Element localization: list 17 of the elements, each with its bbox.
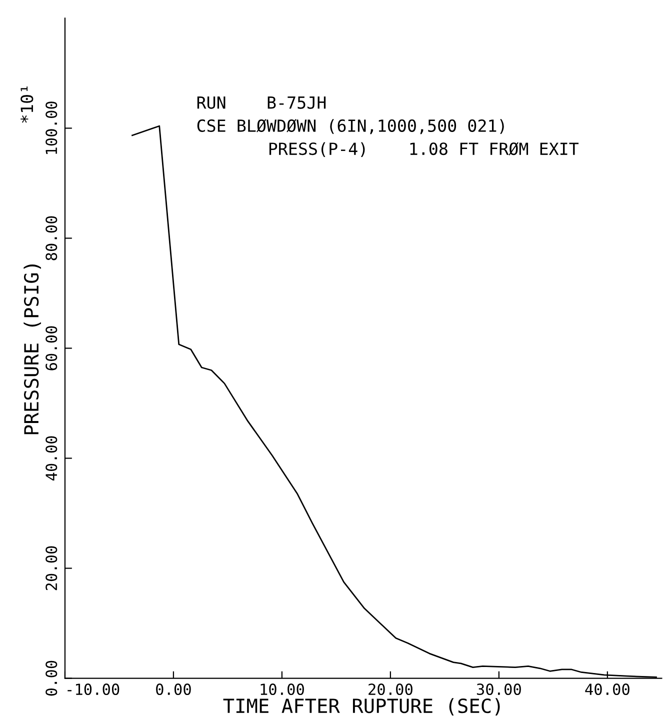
text: *10¹ [20,86,34,123]
x-tick-label: 10.00 [260,684,304,696]
x-tick-label: 0.00 [156,684,191,696]
annotation: CSE BLØWDØWN (6IN,1000,500 021) [197,119,504,134]
x-tick-label: 20.00 [368,684,412,696]
y-tick-label: 80.00 [46,216,58,260]
x-axis-title: TIME AFTER RUPTURE (SEC) [223,698,500,716]
y-tick-label: 100.00 [46,102,58,154]
y-tick-label: 60.00 [46,326,58,370]
x-tick-label: -10.00 [68,684,120,696]
y-axis-title: PRESSURE (PSIG) [24,264,41,434]
x-tick-label: 40.00 [585,684,630,696]
annotation: PRESS(P-4) 1.08 FT FRØM EXIT [269,142,579,158]
annotation: RUN B-75JH [197,96,326,109]
y-tick-label: 40.00 [46,436,58,480]
x-tick-label: 30.00 [476,684,521,696]
y-tick-label: 20.00 [46,546,58,590]
